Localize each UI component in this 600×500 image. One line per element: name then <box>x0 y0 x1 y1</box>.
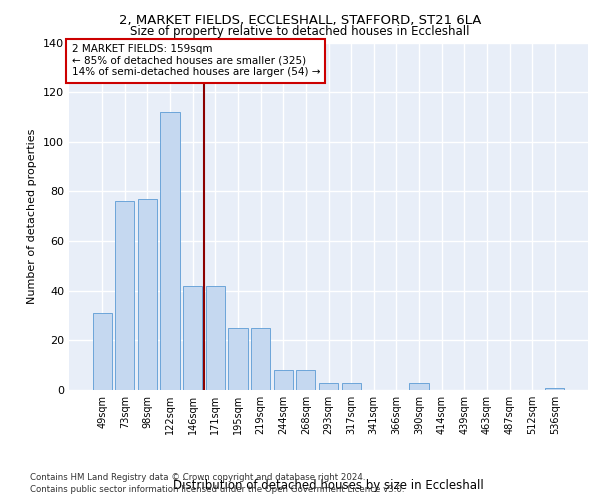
Text: Contains public sector information licensed under the Open Government Licence v3: Contains public sector information licen… <box>30 485 404 494</box>
Bar <box>160 112 180 390</box>
Bar <box>319 382 338 390</box>
Bar <box>296 370 316 390</box>
Text: 2, MARKET FIELDS, ECCLESHALL, STAFFORD, ST21 6LA: 2, MARKET FIELDS, ECCLESHALL, STAFFORD, … <box>119 14 481 27</box>
Bar <box>545 388 565 390</box>
Y-axis label: Number of detached properties: Number of detached properties <box>28 128 37 304</box>
Bar <box>138 199 157 390</box>
Bar <box>229 328 248 390</box>
Bar <box>409 382 428 390</box>
Bar <box>341 382 361 390</box>
Text: Size of property relative to detached houses in Eccleshall: Size of property relative to detached ho… <box>130 25 470 38</box>
X-axis label: Distribution of detached houses by size in Eccleshall: Distribution of detached houses by size … <box>173 478 484 492</box>
Bar <box>274 370 293 390</box>
Bar <box>206 286 225 390</box>
Text: 2 MARKET FIELDS: 159sqm
← 85% of detached houses are smaller (325)
14% of semi-d: 2 MARKET FIELDS: 159sqm ← 85% of detache… <box>71 44 320 78</box>
Bar <box>183 286 202 390</box>
Text: Contains HM Land Registry data © Crown copyright and database right 2024.: Contains HM Land Registry data © Crown c… <box>30 472 365 482</box>
Bar <box>251 328 270 390</box>
Bar <box>92 313 112 390</box>
Bar <box>115 202 134 390</box>
